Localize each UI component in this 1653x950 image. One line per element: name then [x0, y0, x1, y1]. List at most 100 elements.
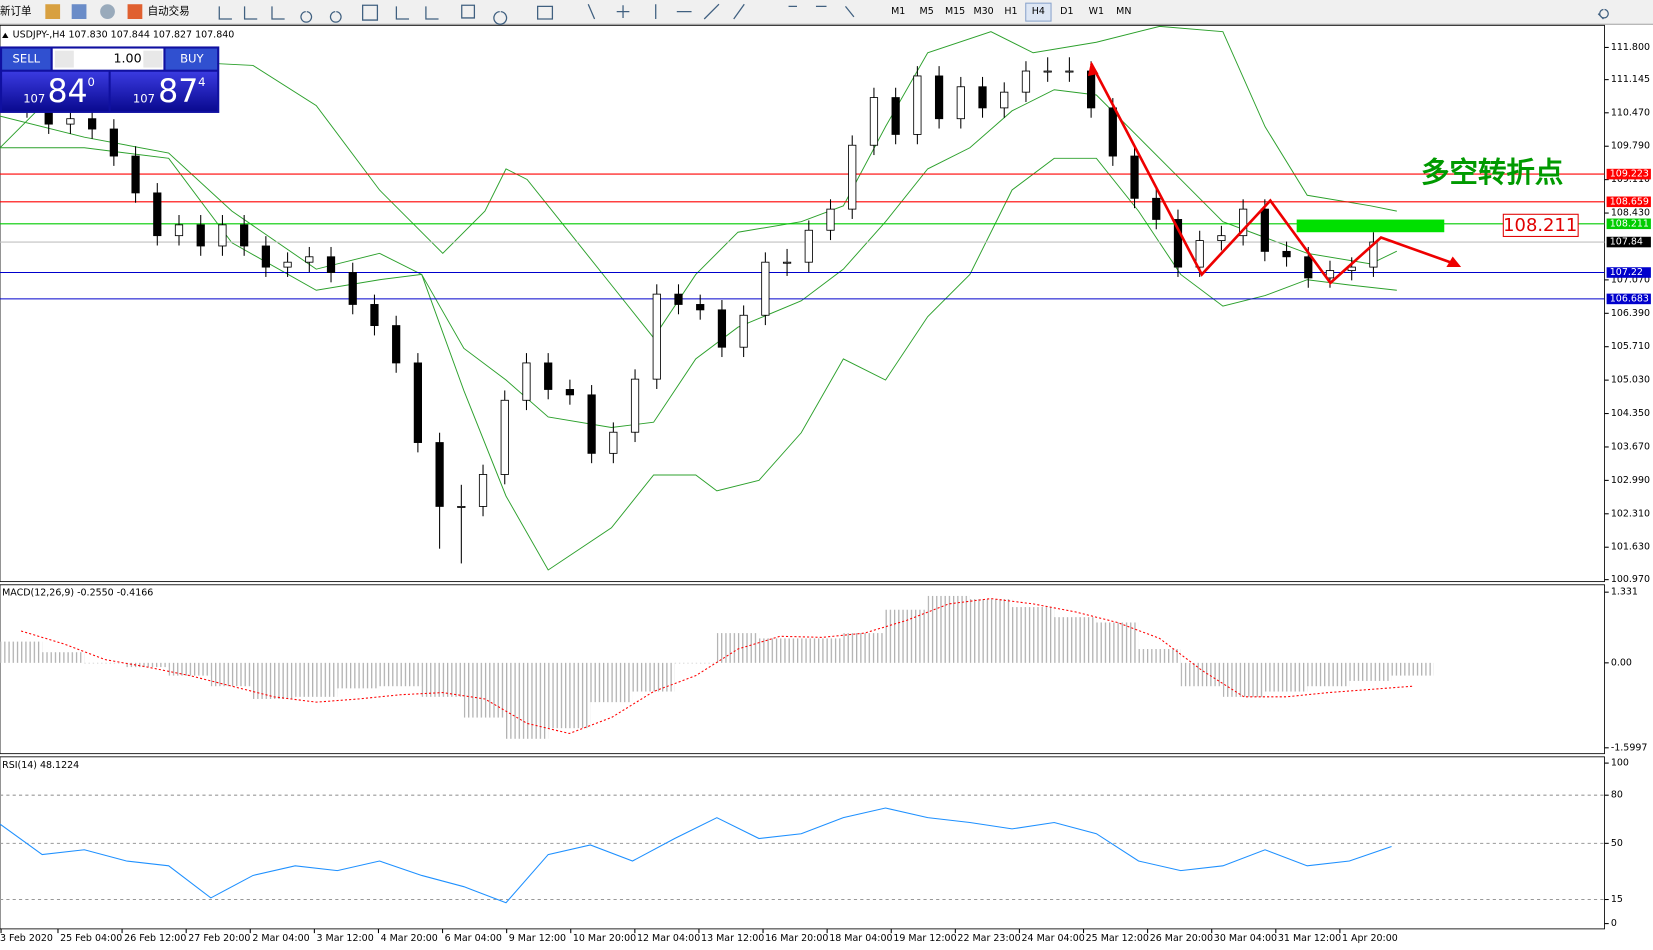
buy-label[interactable]: BUY — [180, 52, 204, 66]
arrow-tail — [1087, 61, 1099, 76]
sell-price-box[interactable] — [2, 71, 109, 111]
y-tick-label: 109.790 — [1611, 141, 1650, 152]
x-tick-label: 25 Feb 04:00 — [60, 933, 122, 944]
candle-body — [1195, 240, 1204, 268]
candle-body — [1369, 241, 1378, 268]
candle-body — [1108, 107, 1117, 157]
x-tick-label: 1 Apr 20:00 — [1342, 933, 1398, 944]
level-tag-text: 108.659 — [1610, 196, 1649, 207]
candle-body — [326, 256, 336, 273]
sell-digits: 84 — [47, 74, 87, 110]
lots-input[interactable] — [52, 48, 164, 70]
buy-price-box[interactable] — [110, 71, 218, 111]
level-tag-text: 107.84 — [1610, 237, 1643, 248]
candle-body — [652, 293, 661, 380]
level-tag-text: 106.683 — [1610, 293, 1649, 304]
icon[interactable] — [100, 4, 115, 19]
timeframe[interactable]: M5 — [920, 6, 934, 17]
candle-body — [782, 261, 792, 264]
buy-big: 107 — [133, 92, 155, 106]
macd-bar — [1012, 607, 1055, 663]
trade-panel: SELL 1.00 BUY 107 84 0 107 87 4 — [0, 46, 220, 113]
timeframe[interactable]: H4 — [1032, 6, 1045, 17]
candle-body — [913, 75, 922, 135]
macd-bar — [1180, 662, 1223, 687]
candle-body — [1282, 250, 1291, 258]
buy-button[interactable] — [165, 48, 218, 70]
buy-digits: 87 — [158, 74, 198, 110]
macd-bar — [674, 662, 717, 664]
macd-bar — [463, 662, 507, 718]
y-tick-label: 105.030 — [1611, 375, 1650, 386]
candle-body — [1217, 235, 1226, 241]
x-tick-label: 26 Feb 12:00 — [124, 933, 186, 944]
x-tick-label: 4 Mar 20:00 — [381, 933, 438, 944]
y-tick-label: 111.800 — [1611, 42, 1650, 53]
level-tag-text: 109.223 — [1610, 169, 1649, 180]
timeframe[interactable]: M30 — [973, 6, 993, 17]
icon[interactable] — [71, 4, 87, 19]
tool-icons — [218, 3, 1609, 25]
macd-bar — [1138, 649, 1181, 663]
y-tick-label: 102.310 — [1611, 508, 1650, 519]
timeframe[interactable]: MN — [1116, 6, 1131, 17]
macd-bar — [1265, 662, 1308, 692]
y-tick-label: 108.430 — [1611, 208, 1650, 219]
lots-value[interactable]: 1.00 — [113, 51, 141, 66]
macd-bar — [1222, 662, 1266, 697]
timeframe[interactable]: M1 — [891, 6, 905, 17]
macd-bar — [379, 662, 422, 687]
y-tick-label: -1.5997 — [1611, 742, 1648, 753]
y-tick-label: 100.970 — [1611, 574, 1650, 585]
timeframe[interactable]: D1 — [1060, 6, 1073, 17]
level-tag — [1606, 196, 1651, 208]
candle-body — [587, 394, 596, 454]
level-tag-text: 107.22 — [1610, 267, 1643, 278]
macd-bar — [42, 652, 85, 663]
macd-bar — [1349, 662, 1392, 681]
candle-body — [934, 75, 944, 120]
icon[interactable] — [127, 4, 143, 19]
level-tag — [1606, 293, 1651, 305]
bb-upper — [0, 25, 1397, 339]
lots-down[interactable] — [54, 50, 74, 68]
new-order[interactable]: 新订单 — [0, 5, 32, 18]
sell-button[interactable] — [2, 48, 51, 70]
x-tick-label: 24 Mar 04:00 — [1022, 933, 1085, 944]
timeframe[interactable]: W1 — [1089, 6, 1104, 17]
x-tick-label: 9 Mar 12:00 — [509, 933, 566, 944]
y-tick-label: 0.00 — [1611, 657, 1632, 668]
x-tick-label: 30 Mar 04:00 — [1214, 933, 1277, 944]
lots-up[interactable] — [143, 50, 163, 68]
macd-bar — [759, 638, 802, 663]
auto-trade[interactable]: 自动交易 — [148, 5, 190, 18]
candle-body — [1239, 208, 1248, 237]
macd-bar — [421, 662, 464, 697]
candle-body — [413, 362, 422, 443]
candle-body — [804, 229, 813, 263]
y-tick-label: 50 — [1611, 838, 1623, 849]
timeframe[interactable]: H1 — [1004, 6, 1017, 17]
candle-body — [457, 506, 466, 508]
sell-label[interactable]: SELL — [13, 52, 41, 66]
sell-sup: 0 — [87, 75, 94, 89]
macd-bar — [253, 662, 296, 699]
x-tick-label: 31 Mar 12:00 — [1278, 933, 1341, 944]
x-tick-label: 10 Mar 20:00 — [573, 933, 636, 944]
timeframe[interactable]: M15 — [945, 6, 965, 17]
candle-body — [305, 256, 314, 263]
icon[interactable] — [45, 4, 61, 19]
y-tick-label: 100 — [1611, 758, 1629, 769]
candle-body — [674, 293, 683, 305]
macd-bar — [295, 662, 338, 697]
macd-title: MACD(12,26,9) -0.2550 -0.4166 — [2, 588, 153, 599]
candle-body — [500, 399, 509, 475]
candle-body — [565, 389, 575, 396]
price-tag-text: 108.211 — [1503, 215, 1577, 236]
x-tick-label: 6 Mar 04:00 — [445, 933, 502, 944]
x-tick-label: 3 Mar 12:00 — [316, 933, 373, 944]
y-tick-label: 1.331 — [1611, 587, 1638, 598]
candle-body — [109, 128, 118, 157]
x-tick-label: 13 Mar 12:00 — [701, 933, 764, 944]
